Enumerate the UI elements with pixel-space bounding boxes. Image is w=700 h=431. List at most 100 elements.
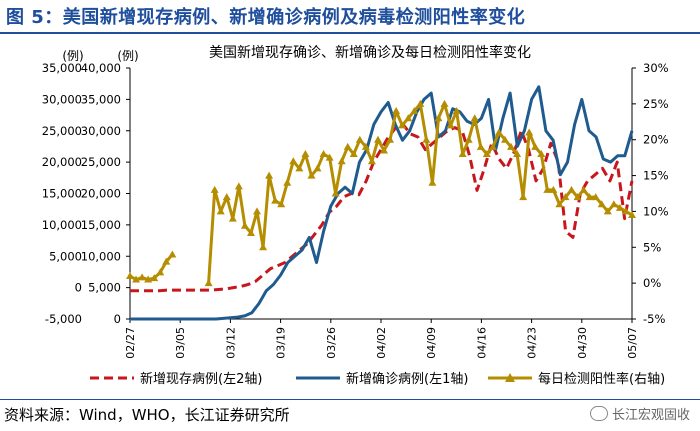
x-tick-label: 04/23	[526, 327, 539, 359]
left2-axis-ticks: -5,000 0 5,000 10,000 15,000 20,000 25,000 30,0…	[42, 61, 82, 326]
positive-rate-point	[628, 211, 636, 219]
positive-rate-point	[585, 193, 594, 201]
positive-rate-point	[373, 135, 382, 143]
positive-rate-point	[591, 193, 600, 201]
chart-title: 美国新增现存确诊、新增确诊及每日检测阳性率变化	[209, 44, 531, 61]
positive-rate-point	[446, 121, 455, 129]
right-tick-label: 15%	[643, 169, 669, 183]
series-line-positive-rate	[207, 102, 633, 284]
x-tick-label: 04/16	[475, 327, 488, 359]
positive-rate-point	[567, 185, 576, 193]
positive-rate-point	[349, 150, 358, 158]
source-note: 资料来源：Wind，WHO，长江证券研究所	[4, 406, 290, 424]
left1-tick-label: 20,000	[81, 187, 121, 201]
right-tick-label: 0%	[643, 276, 661, 290]
left1-tick-label: 0	[114, 312, 121, 326]
figure-title: 图 5：美国新增现存病例、新增确诊病例及病毒检测阳性率变化	[6, 7, 526, 28]
left2-unit-label: (例)	[62, 49, 83, 63]
positive-rate-point	[246, 228, 255, 236]
left1-tick-label: 35,000	[81, 92, 121, 106]
left2-tick-label: 35,000	[42, 61, 82, 75]
positive-rate-point	[150, 274, 159, 282]
left2-tick-label: 25,000	[42, 124, 82, 138]
legend-label-0: 新增现存病例(左2轴)	[140, 371, 262, 387]
left2-tick-label: 15,000	[42, 187, 82, 201]
right-tick-label: 10%	[643, 204, 669, 218]
positive-rate-point	[404, 114, 413, 122]
positive-rate-point	[555, 200, 564, 208]
positive-rate-point	[603, 207, 612, 215]
x-tick-label: 03/05	[174, 327, 187, 359]
chart: 美国新增现存确诊、新增确诊及每日检测阳性率变化 (例) (例) -5,00005…	[42, 44, 669, 387]
left2-tick-label: 20,000	[42, 155, 82, 169]
positive-rate-point	[126, 271, 134, 279]
positive-rate-point	[253, 207, 262, 215]
right-tick-label: 25%	[643, 97, 669, 111]
positive-rate-point	[355, 135, 364, 143]
left2-tick-label: 0	[75, 281, 82, 295]
left1-tick-label: 5,000	[88, 281, 121, 295]
positive-rate-point	[543, 185, 552, 193]
positive-rate-point	[386, 135, 395, 143]
positive-rate-point	[561, 193, 570, 201]
positive-rate-point	[331, 189, 340, 197]
right-axis-ticks: -5% 0% 5% 10% 15% 20% 25% 30%	[632, 61, 669, 326]
x-tick-label: 04/02	[375, 327, 388, 359]
x-tick-label: 02/27	[124, 327, 137, 359]
positive-rate-point	[428, 178, 437, 186]
left2-tick-label: 5,000	[49, 249, 82, 263]
positive-rate-point	[271, 196, 280, 204]
positive-rate-point	[313, 164, 322, 172]
positive-rate-point	[228, 214, 237, 222]
x-tick-label: 03/26	[325, 327, 338, 359]
positive-rate-point	[615, 203, 624, 211]
legend: 新增现存病例(左2轴) 新增确诊病例(左1轴) 每日检测阳性率(右轴)	[90, 371, 665, 387]
positive-rate-point	[440, 99, 449, 107]
positive-rate-point	[234, 182, 243, 190]
left1-axis-ticks: 0 5,000 10,000 15,000 20,000 25,000 30,000 35,0…	[81, 61, 130, 326]
right-tick-label: 30%	[643, 61, 669, 75]
positive-rate-point	[337, 157, 346, 165]
x-tick-label: 03/12	[224, 327, 237, 359]
x-tick-label: 05/07	[626, 327, 639, 359]
left1-unit-label: (例)	[117, 49, 138, 63]
positive-rate-point	[513, 150, 522, 158]
positive-rate-point	[210, 185, 219, 193]
positive-rate-point	[343, 142, 352, 150]
positive-rate-point	[410, 107, 419, 115]
x-tick-label: 04/30	[576, 327, 589, 359]
positive-rate-point	[422, 135, 431, 143]
positive-rate-point	[434, 114, 443, 122]
wechat-icon	[589, 406, 608, 421]
right-tick-label: -5%	[643, 312, 665, 326]
positive-rate-point	[597, 200, 606, 208]
positive-rate-point	[367, 157, 376, 165]
title-rule	[0, 32, 700, 34]
positive-rate-point	[458, 150, 467, 158]
positive-rate-point	[168, 250, 177, 258]
positive-rate-point	[519, 193, 528, 201]
series-group	[126, 85, 636, 321]
positive-rate-point	[325, 153, 334, 161]
x-tick-label: 04/09	[425, 327, 438, 359]
positive-rate-point	[259, 243, 268, 251]
left1-tick-label: 10,000	[81, 249, 121, 263]
positive-rate-point	[609, 200, 618, 208]
positive-rate-point	[138, 273, 147, 281]
positive-rate-point	[319, 150, 328, 158]
positive-rate-point	[392, 107, 401, 115]
positive-rate-point	[240, 221, 249, 229]
legend-label-1: 新增确诊病例(左1轴)	[346, 371, 468, 387]
positive-rate-point	[289, 157, 298, 165]
positive-rate-point	[295, 164, 304, 172]
series-line-confirmed	[130, 85, 634, 321]
positive-rate-point	[277, 200, 286, 208]
positive-rate-point	[476, 142, 485, 150]
positive-rate-point	[265, 171, 274, 179]
positive-rate-point	[361, 142, 370, 150]
positive-rate-point	[398, 121, 407, 129]
positive-rate-point	[156, 268, 165, 276]
positive-rate-point	[132, 275, 141, 283]
left2-tick-label: 30,000	[42, 92, 82, 106]
positive-rate-point	[380, 146, 389, 154]
